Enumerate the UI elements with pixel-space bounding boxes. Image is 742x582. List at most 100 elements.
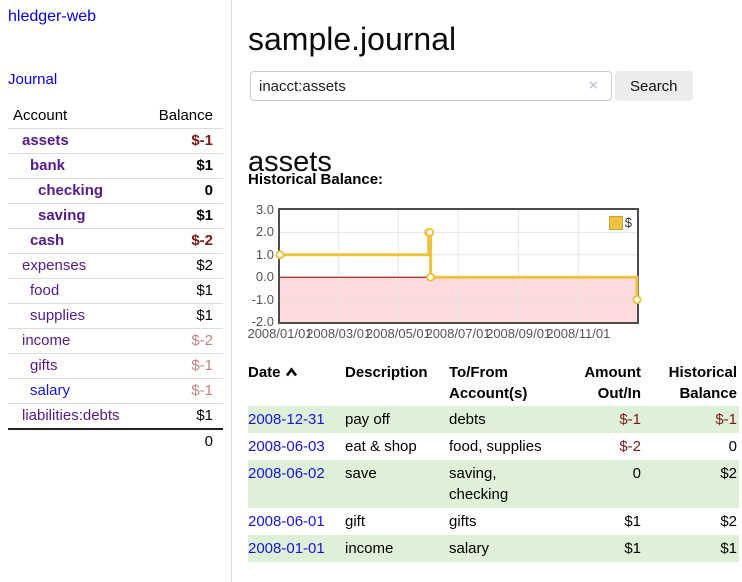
description-cell: gift: [345, 513, 366, 530]
x-axis-tick-label: 2008/03/01: [306, 326, 372, 341]
amount-cell: $-2: [619, 438, 641, 455]
account-row: bank $1: [8, 153, 223, 179]
accounts-header-balance: Balance: [158, 107, 213, 124]
search-input[interactable]: [250, 71, 612, 101]
amount-cell: $1: [624, 513, 641, 530]
x-axis-tick-label: 2008/05/01: [365, 326, 431, 341]
balance-chart: $ 3.0 2.0 1.0 0.0 -1.0 -2.0 2008/01/01 2008/03/…: [247, 203, 742, 348]
chart-legend: $: [608, 215, 632, 230]
sidebar: hledger-web Journal Account Balance asse…: [0, 0, 232, 582]
table-row: 2008-01-01 income salary $1 $1: [248, 535, 739, 562]
account-balance: $2: [144, 253, 223, 279]
account-link[interactable]: cash: [30, 232, 65, 249]
date-link[interactable]: 2008-06-01: [248, 513, 325, 530]
balance-chart-svg: [275, 210, 642, 322]
account-balance: $-1: [144, 378, 223, 404]
legend-label: $: [624, 215, 632, 230]
sort-ascending-icon: [285, 367, 297, 377]
y-axis-tick-label: 1.0: [255, 246, 274, 262]
register-header-date[interactable]: Date: [248, 360, 345, 406]
account-row: saving $1: [8, 203, 223, 229]
account-link[interactable]: salary: [30, 382, 71, 399]
table-row: 2008-12-31 pay off debts $-1 $-1: [248, 406, 739, 433]
historical-balance-label: Historical Balance:: [248, 171, 384, 188]
account-link[interactable]: gifts: [30, 357, 58, 374]
accounts-total-balance: 0: [144, 428, 223, 454]
account-balance: $1: [144, 403, 223, 429]
account-row: food $1: [8, 278, 223, 304]
sidebar-item-journal[interactable]: Journal: [8, 71, 58, 88]
description-cell: eat & shop: [345, 438, 417, 455]
account-row: assets $-1: [8, 128, 223, 154]
register-header-accounts: To/From Account(s): [449, 364, 528, 402]
account-link[interactable]: bank: [30, 157, 66, 174]
account-balance: $1: [144, 278, 223, 304]
date-link[interactable]: 2008-01-01: [248, 540, 325, 557]
account-row: cash $-2: [8, 228, 223, 254]
account-balance: $-2: [144, 228, 223, 254]
account-link[interactable]: assets: [22, 132, 69, 149]
account-link[interactable]: expenses: [22, 257, 87, 274]
accounts-table-header: Account Balance: [8, 104, 223, 129]
accounts-cell: food, supplies: [449, 438, 542, 455]
account-balance: $1: [144, 203, 223, 229]
balance-cell: $-1: [715, 411, 737, 428]
register-header-balance: Historical Balance: [668, 364, 737, 402]
x-axis-tick-label: 2008/11/01: [546, 326, 611, 341]
description-cell: income: [345, 540, 394, 557]
accounts-cell: gifts: [449, 513, 477, 530]
search-button[interactable]: Search: [615, 71, 693, 101]
balance-cell: $1: [720, 540, 737, 557]
balance-cell: $2: [720, 513, 737, 530]
accounts-cell: debts: [449, 411, 486, 428]
amount-cell: $-1: [619, 411, 641, 428]
x-axis-tick-label: 2008/09/01: [486, 326, 552, 341]
y-axis-tick-label: 3.0: [255, 202, 274, 217]
x-axis-tick-label: 2008/01/01: [247, 326, 313, 341]
accounts-header-account: Account: [13, 107, 68, 124]
account-balance: 0: [144, 178, 223, 204]
account-row: supplies $1: [8, 303, 223, 329]
account-row: liabilities:debts $1: [8, 403, 223, 429]
account-link[interactable]: checking: [38, 182, 104, 199]
account-balance: $-2: [144, 328, 223, 354]
account-row: checking 0: [8, 178, 223, 204]
accounts-table: Account Balance assets $-1 bank $1 checking 0…: [8, 104, 223, 454]
register-header-description: Description: [345, 364, 428, 381]
date-link[interactable]: 2008-12-31: [248, 411, 325, 428]
main-content: sample.journal × Search ? assets Histori…: [247, 0, 742, 582]
amount-cell: $1: [624, 540, 641, 557]
account-balance: $-1: [144, 128, 223, 154]
date-link[interactable]: 2008-06-03: [248, 438, 325, 455]
clear-search-icon[interactable]: ×: [589, 77, 598, 94]
y-axis-tick-label: -1.0: [251, 291, 274, 307]
account-row: income $-2: [8, 328, 223, 354]
account-balance: $1: [144, 303, 223, 329]
y-axis-tick-label: 0.0: [255, 269, 274, 285]
description-cell: pay off: [345, 411, 390, 428]
accounts-cell: salary: [449, 540, 490, 557]
amount-cell: 0: [632, 465, 641, 482]
description-cell: save: [345, 465, 377, 482]
y-axis-tick-label: 2.0: [255, 224, 274, 240]
account-heading: assets: [248, 146, 332, 179]
register-header-amount: Amount Out/In: [584, 364, 641, 402]
brand-link[interactable]: hledger-web: [8, 8, 97, 25]
account-link[interactable]: food: [30, 282, 60, 299]
account-link[interactable]: saving: [38, 207, 86, 224]
balance-chart-plot-area: $: [275, 208, 642, 324]
table-row: 2008-06-02 save saving, checking 0 $2: [248, 460, 739, 508]
account-link[interactable]: liabilities:debts: [22, 407, 120, 424]
account-link[interactable]: supplies: [30, 307, 86, 324]
account-balance: $-1: [144, 353, 223, 379]
legend-swatch: [608, 215, 623, 230]
table-row: 2008-06-01 gift gifts $1 $2: [248, 508, 739, 535]
accounts-total-row: 0: [8, 428, 223, 454]
y-axis-tick-label: -2.0: [251, 314, 274, 329]
balance-cell: 0: [728, 438, 737, 455]
register-table: Date Description To/From Account(s) Amou…: [248, 360, 739, 562]
account-row: expenses $2: [8, 253, 223, 279]
account-link[interactable]: income: [22, 332, 71, 349]
date-link[interactable]: 2008-06-02: [248, 465, 325, 482]
account-row: gifts $-1: [8, 353, 223, 379]
